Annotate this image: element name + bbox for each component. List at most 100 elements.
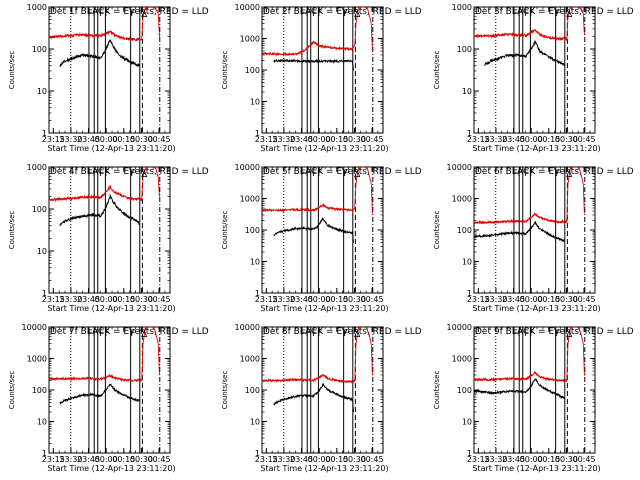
y-tick-label: 10 xyxy=(37,418,47,427)
flag-letter: F xyxy=(318,9,323,19)
flag-letter: F xyxy=(312,9,317,19)
y-tick-label: 1 xyxy=(467,289,472,298)
x-tick-label: 00:30 xyxy=(130,135,153,144)
plot-panel-7: Det 7f BLACK = Events, RED = LLD 1 10 100 10… xyxy=(8,323,209,473)
x-tick-label: 23:15 xyxy=(42,295,65,304)
flag-letter: F xyxy=(524,169,529,179)
x-tick-label: 23:45 xyxy=(502,295,525,304)
plot-area xyxy=(49,327,161,453)
x-tick-label: 00:15 xyxy=(325,295,348,304)
x-tick-label: 23:45 xyxy=(77,455,100,464)
flag-letter: F xyxy=(306,329,311,339)
y-tick-label: 1 xyxy=(255,449,260,458)
plot-panel-5: Det 5f BLACK = Events, RED = LLD 1 10 100 10… xyxy=(221,163,422,313)
y-tick-label: 1 xyxy=(467,129,472,138)
plot-panel-8: Det 8f BLACK = Events, RED = LLD 1 10 100 10… xyxy=(221,323,422,473)
y-tick-label: 10 xyxy=(462,418,472,427)
flag-letter: F xyxy=(555,329,560,339)
x-tick-label: 00:45 xyxy=(361,295,384,304)
plot-panel-9: Det 9f BLACK = Events, RED = LLD 1 10 100 10… xyxy=(433,323,634,473)
x-tick-label: 23:45 xyxy=(502,455,525,464)
y-tick-label: 100 xyxy=(457,386,472,395)
flag-letter: F xyxy=(518,169,523,179)
y-tick-label: 10000 xyxy=(447,323,472,332)
x-tick-label: 00:15 xyxy=(537,455,560,464)
plot-title: Det 9f BLACK = Events, RED = LLD xyxy=(475,327,634,337)
x-tick-label: 00:00 xyxy=(520,135,543,144)
x-axis-label: Start Time (12-Apr-13 23:11:20) xyxy=(472,144,600,153)
x-axis-label: Start Time (12-Apr-13 23:11:20) xyxy=(260,144,388,153)
x-tick-label: 00:45 xyxy=(361,455,384,464)
x-tick-label: 23:30 xyxy=(484,295,507,304)
flag-letter: F xyxy=(530,169,535,179)
flag-letter: F xyxy=(93,9,98,19)
y-tick-label: 100 xyxy=(457,226,472,235)
y-tick-label: 100 xyxy=(245,66,260,75)
events-series-line xyxy=(474,220,565,243)
lld-series-line xyxy=(49,327,160,383)
plot-area xyxy=(262,7,374,133)
events-series-line xyxy=(59,39,140,68)
plot-title: Det 6f BLACK = Events, RED = LLD xyxy=(475,167,634,177)
flag-letter: F xyxy=(301,169,306,179)
delta-marker: Δ xyxy=(141,330,148,340)
flag-letter: F xyxy=(312,329,317,339)
plot-title: Det 4f BLACK = Events, RED = LLD xyxy=(50,167,209,177)
x-tick-label: 23:15 xyxy=(255,295,278,304)
flag-letter: F xyxy=(105,169,110,179)
flag-letter: F xyxy=(318,169,323,179)
x-axis-label: Start Time (12-Apr-13 23:11:20) xyxy=(260,464,388,473)
flag-letter: F xyxy=(130,169,135,179)
flag-letter: F xyxy=(530,9,535,19)
flag-letter: F xyxy=(301,329,306,339)
plot-panel-6: Det 6f BLACK = Events, RED = LLD 1 10 100 10… xyxy=(433,163,634,313)
x-tick-label: 00:15 xyxy=(325,135,348,144)
flag-letter: F xyxy=(93,169,98,179)
x-tick-label: 00:30 xyxy=(343,135,366,144)
x-tick-label: 23:45 xyxy=(290,295,313,304)
flag-letter: F xyxy=(524,329,529,339)
x-tick-label: 00:00 xyxy=(520,295,543,304)
lld-series-line xyxy=(262,7,373,57)
flag-letter: F xyxy=(343,9,348,19)
delta-marker: Δ xyxy=(141,10,148,20)
flag-letter: F xyxy=(530,329,535,339)
x-axis-label: Start Time (12-Apr-13 23:11:20) xyxy=(260,304,388,313)
plot-area xyxy=(474,7,586,133)
x-tick-label: 00:00 xyxy=(308,455,331,464)
flag-letter: F xyxy=(513,9,518,19)
x-tick-label: 00:30 xyxy=(130,295,153,304)
y-tick-label: 1000 xyxy=(27,355,47,364)
plot-title: Det 7f BLACK = Events, RED = LLD xyxy=(50,327,209,337)
events-series-line xyxy=(484,40,565,67)
plot-frame xyxy=(48,166,171,294)
y-axis-label: Counts/sec xyxy=(433,211,441,250)
x-tick-label: 23:15 xyxy=(467,295,490,304)
y-tick-label: 10 xyxy=(250,258,260,267)
y-tick-label: 100 xyxy=(457,45,472,54)
lld-series-line xyxy=(262,327,373,384)
y-tick-label: 100 xyxy=(32,205,47,214)
x-tick-label: 00:00 xyxy=(95,295,118,304)
x-tick-label: 00:45 xyxy=(573,295,596,304)
x-tick-label: 00:45 xyxy=(148,295,171,304)
x-tick-label: 00:45 xyxy=(573,455,596,464)
flag-letter: F xyxy=(513,329,518,339)
y-tick-label: 10000 xyxy=(235,323,260,332)
y-axis-label: Counts/sec xyxy=(221,371,229,410)
plot-area xyxy=(49,7,161,133)
x-tick-label: 23:45 xyxy=(290,455,313,464)
delta-marker: Δ xyxy=(354,10,361,20)
events-series-line xyxy=(474,378,565,400)
lld-series-line xyxy=(474,7,585,42)
events-series-line xyxy=(273,58,355,71)
flag-letter: F xyxy=(99,9,104,19)
y-tick-label: 10 xyxy=(37,247,47,256)
x-tick-label: 00:15 xyxy=(537,135,560,144)
y-tick-label: 10 xyxy=(37,87,47,96)
x-tick-label: 23:30 xyxy=(484,135,507,144)
flag-letter: F xyxy=(93,329,98,339)
flag-letter: F xyxy=(301,9,306,19)
x-tick-label: 23:15 xyxy=(255,135,278,144)
